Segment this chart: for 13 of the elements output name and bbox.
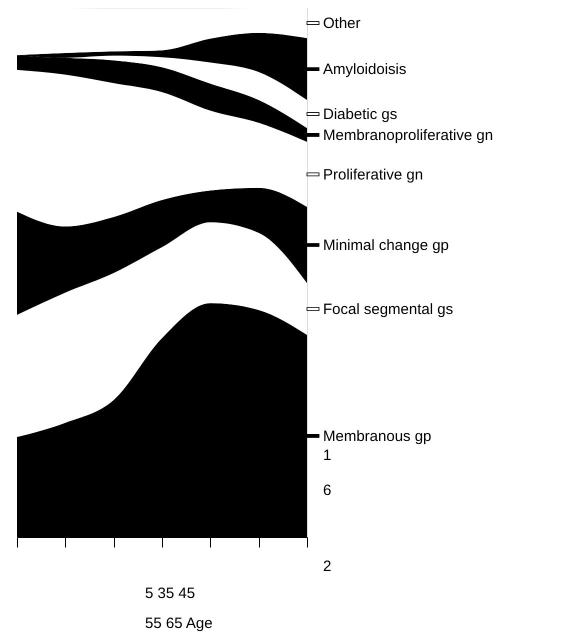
text: 55 65 Age: [145, 615, 213, 632]
series-label: Minimal change gp: [323, 236, 449, 254]
series-label: Membranous gp: [323, 428, 432, 445]
text: 5 35 45: [145, 585, 196, 602]
text: 2: [323, 558, 332, 575]
series-label: Membranoproliferative gn: [323, 126, 494, 144]
series-label: Focal segmental gs: [323, 301, 454, 318]
series-label: Diabetic gs: [323, 106, 398, 124]
series-label: Other: [323, 15, 361, 32]
series-label: Proliferative gn: [323, 166, 424, 184]
series-label: Amyloidoisis: [323, 61, 406, 78]
text: 1: [323, 447, 332, 464]
text: 6: [323, 482, 332, 499]
